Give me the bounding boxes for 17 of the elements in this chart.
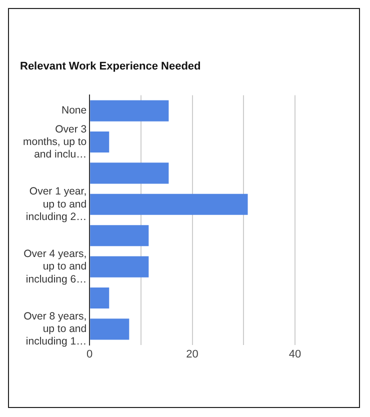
y-tick-label: Over 8 years, up to and including 1… — [24, 310, 87, 348]
bar — [90, 225, 149, 246]
bar — [90, 287, 110, 309]
x-tick-label: 40 — [288, 348, 302, 360]
bar — [90, 162, 169, 184]
y-tick-label: None — [62, 104, 87, 117]
chart-title: Relevant Work Experience Needed — [20, 60, 201, 73]
x-tick-label: 0 — [86, 348, 93, 360]
y-tick-label: Over 4 years, up to and including 6… — [24, 248, 87, 286]
bar — [90, 256, 149, 278]
y-tick-label: Over 1 year, up to and including 2… — [26, 186, 87, 223]
bar — [90, 100, 169, 122]
bar — [90, 194, 248, 215]
y-tick-label: Over 3 months, up to and inclu… — [22, 123, 87, 160]
bar — [90, 318, 130, 340]
x-tick-label: 20 — [186, 348, 198, 360]
bar — [90, 131, 110, 153]
